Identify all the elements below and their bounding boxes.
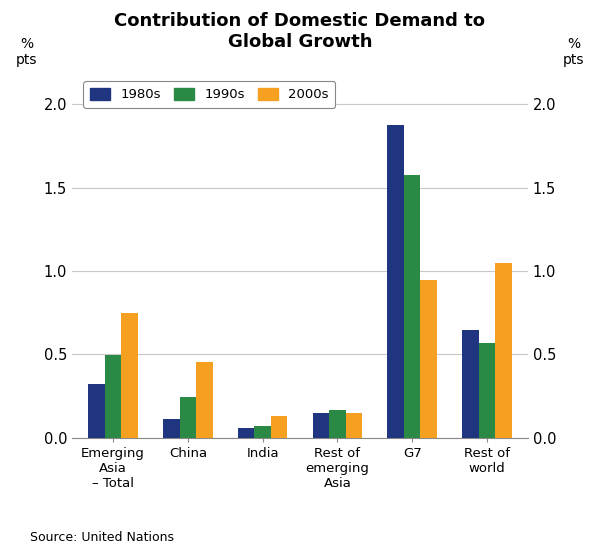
Bar: [421, 280, 437, 438]
Bar: [388, 125, 404, 438]
Bar: [404, 175, 421, 438]
Bar: [329, 410, 346, 438]
Text: Source: United Nations: Source: United Nations: [30, 531, 174, 544]
Title: Contribution of Domestic Demand to
Global Growth: Contribution of Domestic Demand to Globa…: [115, 13, 485, 51]
Bar: [238, 428, 254, 438]
Bar: [313, 414, 329, 438]
Bar: [163, 419, 179, 438]
Bar: [179, 397, 196, 438]
Legend: 1980s, 1990s, 2000s: 1980s, 1990s, 2000s: [83, 82, 335, 108]
Bar: [346, 414, 362, 438]
Bar: [88, 385, 105, 438]
Bar: [495, 263, 512, 438]
Bar: [479, 344, 495, 438]
Bar: [462, 330, 479, 438]
Bar: [271, 416, 287, 438]
Bar: [196, 362, 212, 438]
Text: %
pts: % pts: [563, 37, 584, 67]
Bar: [105, 355, 121, 438]
Bar: [121, 313, 138, 438]
Text: %
pts: % pts: [16, 37, 37, 67]
Bar: [254, 426, 271, 438]
